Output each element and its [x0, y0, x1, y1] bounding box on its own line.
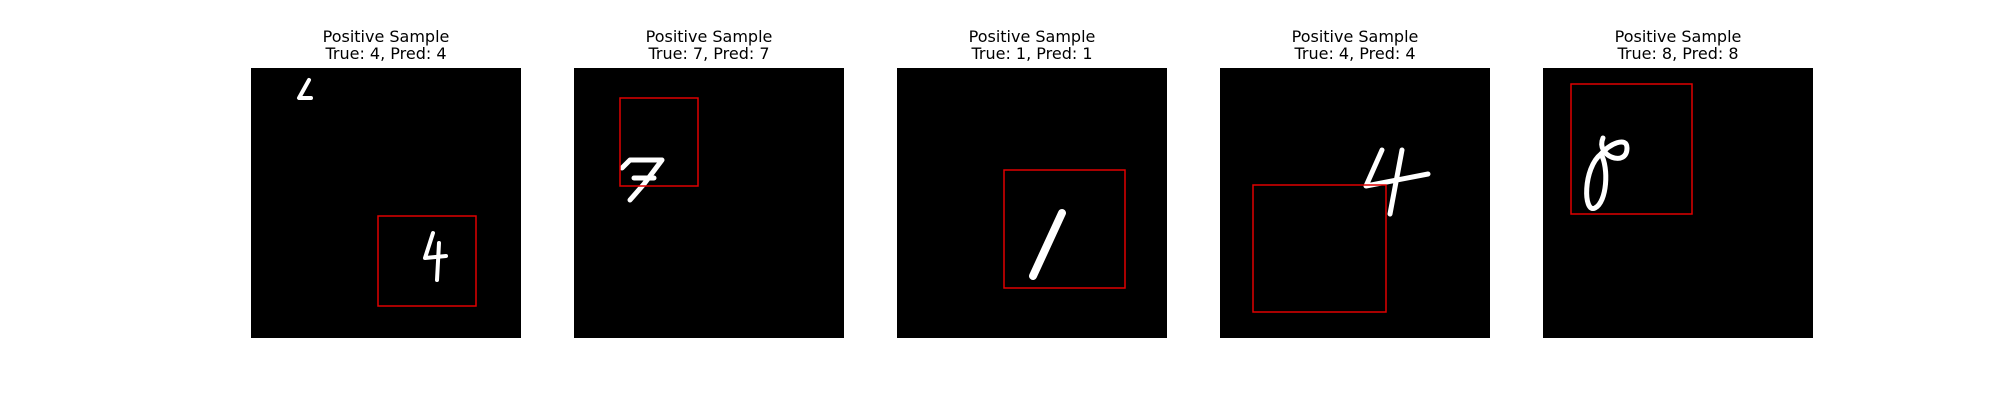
- digit-image: [897, 68, 1167, 338]
- panel-title: Positive Sample True: 4, Pred: 4: [211, 28, 561, 62]
- sample-title: Positive Sample: [322, 27, 450, 46]
- panel-title: Positive Sample True: 4, Pred: 4: [1180, 28, 1530, 62]
- sample-panel-5: Positive Sample True: 8, Pred: 8: [1543, 0, 1813, 400]
- digit-image: [1220, 68, 1490, 338]
- sample-subtitle: True: 8, Pred: 8: [1617, 44, 1739, 63]
- sample-panel-1: Positive Sample True: 4, Pred: 4: [251, 0, 521, 400]
- sample-title: Positive Sample: [1291, 27, 1419, 46]
- sample-title: Positive Sample: [968, 27, 1096, 46]
- digit-image: [574, 68, 844, 338]
- digit-strokes: [1584, 135, 1630, 211]
- prediction-box: [377, 215, 477, 307]
- digit-strokes: [1363, 147, 1431, 217]
- handwritten-digit-4: [297, 78, 313, 100]
- sample-subtitle: True: 4, Pred: 4: [1294, 44, 1416, 63]
- prediction-box: [1570, 83, 1693, 215]
- prediction-box: [619, 97, 699, 187]
- sample-panel-2: Positive Sample True: 7, Pred: 7: [574, 0, 844, 400]
- digit-strokes: [1029, 209, 1066, 280]
- sample-title: Positive Sample: [645, 27, 773, 46]
- digit-image: [1543, 68, 1813, 338]
- digit-strokes: [423, 231, 448, 282]
- sample-panel-4: Positive Sample True: 4, Pred: 4: [1220, 0, 1490, 400]
- prediction-box: [1003, 169, 1126, 289]
- sample-subtitle: True: 7, Pred: 7: [648, 44, 770, 63]
- prediction-box: [1252, 184, 1387, 313]
- digit-strokes: [619, 157, 665, 203]
- sample-title: Positive Sample: [1614, 27, 1742, 46]
- panel-title: Positive Sample True: 8, Pred: 8: [1503, 28, 1853, 62]
- sample-panel-3: Positive Sample True: 1, Pred: 1: [897, 0, 1167, 400]
- sample-subtitle: True: 1, Pred: 1: [971, 44, 1093, 63]
- panel-title: Positive Sample True: 7, Pred: 7: [534, 28, 884, 62]
- sample-subtitle: True: 4, Pred: 4: [325, 44, 447, 63]
- digit-image: [251, 68, 521, 338]
- panel-title: Positive Sample True: 1, Pred: 1: [857, 28, 1207, 62]
